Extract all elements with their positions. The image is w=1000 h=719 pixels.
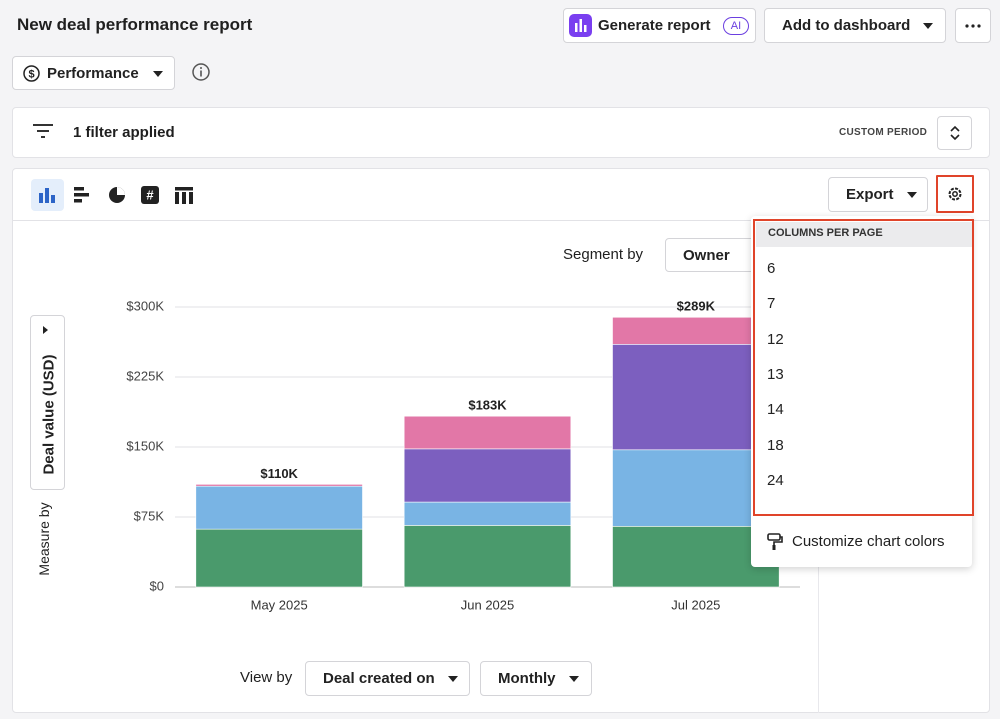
svg-text:$: $ (28, 68, 34, 80)
segment-label: Segment by (563, 246, 644, 263)
svg-text:#: # (146, 187, 154, 202)
export-button[interactable]: Export (828, 177, 928, 212)
period-toggle[interactable] (937, 116, 972, 150)
view-by-label: View by (240, 669, 293, 686)
column-option[interactable]: 12 (767, 330, 784, 348)
more-icon (965, 23, 981, 28)
toolbar-divider (13, 220, 989, 221)
add-to-dashboard-button[interactable]: Add to dashboard (764, 8, 946, 43)
total-label: $289K (677, 299, 716, 314)
view-by-interval[interactable]: Monthly (480, 661, 592, 696)
ai-icon (569, 14, 592, 37)
total-label: $183K (468, 398, 507, 413)
dollar-icon: $ (23, 65, 40, 82)
generate-report-button[interactable]: Generate report AI (563, 8, 756, 43)
column-option[interactable]: 7 (767, 295, 776, 313)
bar-segment (403, 415, 572, 450)
filter-text: 1 filter applied (73, 124, 175, 141)
menu-heading: COLUMNS PER PAGE (768, 227, 883, 239)
paint-icon (767, 533, 783, 550)
export-label: Export (846, 186, 894, 203)
filter-bar: 1 filter applied CUSTOM PERIOD (12, 107, 990, 158)
performance-label: Performance (47, 65, 139, 82)
caret (907, 192, 917, 198)
bar-segment (195, 528, 363, 588)
column-option[interactable]: 18 (767, 436, 784, 454)
report-title: New deal performance report (17, 15, 253, 34)
view-by-field[interactable]: Deal created on (305, 661, 470, 696)
column-option[interactable]: 6 (767, 260, 776, 277)
bar-segment (403, 525, 572, 588)
more-button[interactable] (955, 8, 991, 43)
column-option[interactable]: 14 (767, 401, 784, 419)
measure-selector[interactable]: Deal value (USD) (30, 315, 65, 490)
performance-selector[interactable]: $ Performance (12, 56, 175, 90)
caret (153, 71, 163, 77)
y-tick-label: $225K (126, 368, 164, 383)
caret (448, 676, 458, 682)
y-tick-label: $0 (150, 578, 164, 593)
generate-report-label: Generate report (598, 17, 711, 34)
caret (43, 326, 48, 334)
x-tick-label: Jul 2025 (671, 597, 720, 612)
chevrons-icon (949, 125, 960, 141)
settings-button[interactable] (936, 175, 974, 213)
highlight-box (753, 219, 974, 516)
caret (923, 23, 933, 29)
y-tick-label: $300K (126, 298, 164, 313)
y-tick-label: $75K (134, 508, 165, 523)
x-tick-label: May 2025 (251, 597, 308, 612)
bar-segment (195, 485, 363, 530)
bar-segment (403, 448, 572, 503)
columns-menu: COLUMNS PER PAGE 6 7 12 13 14 18 24 Customize … (751, 216, 974, 567)
y-tick-label: $150K (126, 438, 164, 453)
customize-colors[interactable]: Customize chart colors (792, 533, 945, 550)
add-to-dashboard-label: Add to dashboard (782, 17, 911, 34)
chart-type-icons[interactable]: # (38, 185, 198, 205)
total-label: $110K (260, 466, 298, 481)
filter-icon[interactable] (33, 123, 53, 139)
ai-badge: AI (723, 17, 749, 35)
bar-segment (403, 501, 572, 526)
view-by-field-value: Deal created on (323, 670, 435, 687)
gear-icon (948, 187, 962, 201)
view-by-interval-value: Monthly (498, 670, 556, 687)
column-option[interactable]: 24 (767, 471, 784, 489)
info-icon[interactable] (192, 63, 210, 81)
column-option[interactable]: 13 (767, 365, 784, 383)
caret (569, 676, 579, 682)
bar-segment (195, 484, 363, 487)
period-label: CUSTOM PERIOD (839, 127, 928, 138)
segment-value: Owner (683, 247, 730, 264)
menu-heading-bg (755, 221, 972, 247)
x-tick-label: Jun 2025 (461, 597, 515, 612)
